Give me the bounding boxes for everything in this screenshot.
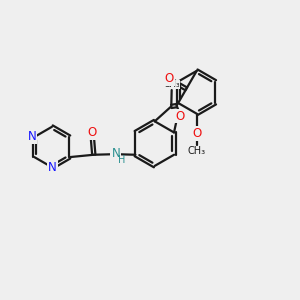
Text: N: N — [28, 130, 36, 143]
Text: O: O — [164, 72, 174, 85]
Text: O: O — [192, 127, 201, 140]
Text: O: O — [175, 110, 184, 122]
Text: CH₃: CH₃ — [188, 146, 206, 156]
Text: O: O — [87, 126, 96, 139]
Text: N: N — [48, 161, 57, 174]
Text: N: N — [111, 147, 120, 160]
Text: CH₃: CH₃ — [164, 80, 180, 89]
Text: H: H — [118, 154, 125, 164]
